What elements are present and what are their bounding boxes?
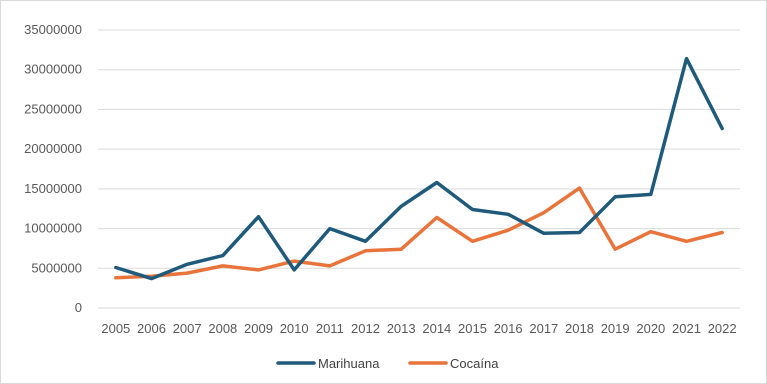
x-tick-label: 2020 xyxy=(636,321,665,336)
x-tick-label: 2021 xyxy=(672,321,701,336)
y-tick-label: 25000000 xyxy=(24,101,82,116)
x-tick-label: 2011 xyxy=(316,321,344,336)
x-tick-label: 2017 xyxy=(529,321,558,336)
series-line-1 xyxy=(114,186,724,280)
y-tick-label: 0 xyxy=(75,300,82,315)
legend-label-0: Marihuana xyxy=(318,356,380,371)
y-tick-label: 20000000 xyxy=(24,141,82,156)
x-tick-label: 2013 xyxy=(387,321,416,336)
x-tick-label: 2007 xyxy=(173,321,202,336)
x-tick-label: 2005 xyxy=(101,321,130,336)
x-tick-label: 2006 xyxy=(137,321,166,336)
x-axis-tick-labels: 2005 2006 2007 2008 2009 2010 2011 2012 2013 2014… xyxy=(101,321,736,336)
x-tick-label: 2009 xyxy=(244,321,273,336)
legend: Marihuana Cocaína xyxy=(276,356,499,371)
x-tick-label: 2008 xyxy=(208,321,237,336)
x-tick-label: 2015 xyxy=(458,321,487,336)
x-tick-label: 2019 xyxy=(601,321,630,336)
series-line-0 xyxy=(114,56,724,281)
gridlines xyxy=(98,29,740,309)
y-tick-label: 15000000 xyxy=(24,181,82,196)
x-tick-label: 2010 xyxy=(280,321,309,336)
series-lines xyxy=(114,56,724,281)
y-axis-tick-labels: 0 5000000 10000000 15000000 20000000 25000000… xyxy=(24,22,82,315)
y-tick-label: 5000000 xyxy=(31,260,82,275)
y-tick-label: 10000000 xyxy=(24,221,82,236)
x-tick-label: 2016 xyxy=(494,321,523,336)
x-tick-label: 2018 xyxy=(565,321,594,336)
x-tick-label: 2012 xyxy=(351,321,380,336)
y-tick-label: 30000000 xyxy=(24,62,82,77)
y-tick-label: 35000000 xyxy=(24,22,82,37)
legend-label-1: Cocaína xyxy=(450,356,499,371)
x-tick-label: 2022 xyxy=(708,321,737,336)
x-tick-label: 2014 xyxy=(422,321,451,336)
